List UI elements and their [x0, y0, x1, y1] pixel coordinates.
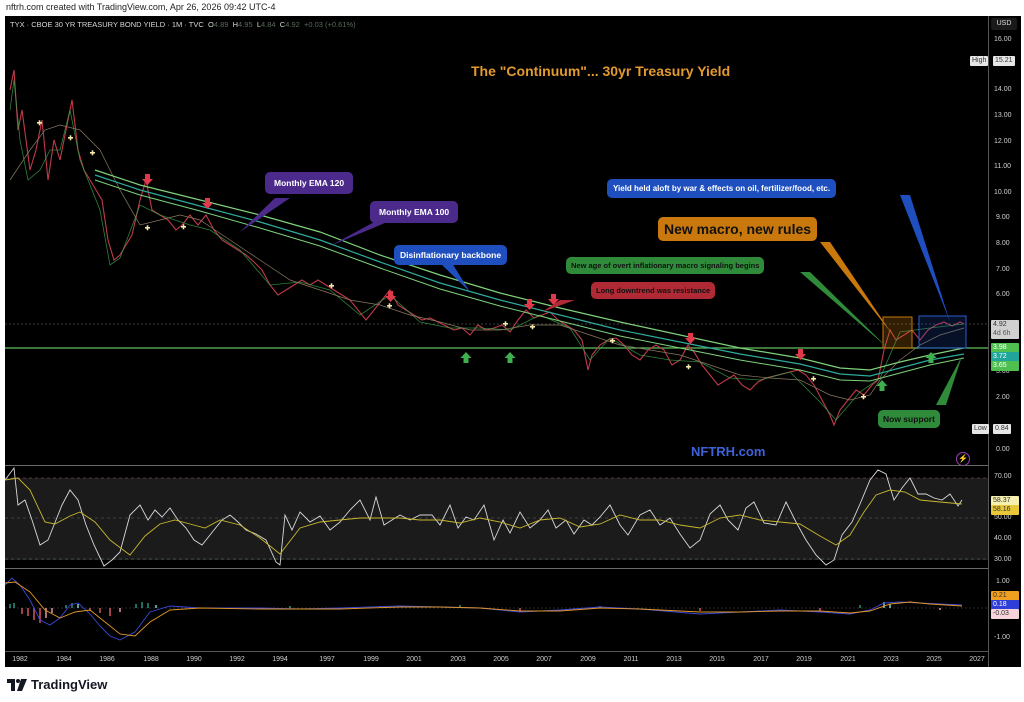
tradingview-logo[interactable]: TradingView: [7, 677, 107, 692]
countdown-tag: 4d 6h: [991, 329, 1019, 339]
callout-disinflationary: Disinflationary backbone: [394, 245, 508, 265]
rsi-ma-tag: 58.16: [991, 505, 1019, 515]
high-marker-label: High: [970, 56, 989, 66]
callout-yield-aloft: Yield held aloft by war & effects on oil…: [607, 179, 837, 198]
low-value: 4.84: [260, 20, 276, 29]
callout-now-support: Now support: [878, 410, 940, 428]
callout-ema120: Monthly EMA 120: [265, 172, 354, 194]
macd-tick-1: 1.00: [996, 578, 1010, 585]
rsi-value-tag: 58.37: [991, 496, 1019, 506]
last-price-tag: 4.92: [991, 320, 1019, 330]
pane-divider-macd[interactable]: [5, 568, 988, 569]
symbol-legend: TYX · CBOE 30 YR TREASURY BOND YIELD · 1…: [10, 20, 356, 29]
ema100-tag: 3.72: [991, 352, 1019, 362]
rsi-tick-30: 30.00: [994, 556, 1012, 563]
histogram-tag: -0.03: [991, 609, 1019, 619]
callout-ema100: Monthly EMA 100: [370, 201, 459, 223]
change-value: +0.03 (+0.61%): [303, 20, 356, 29]
ema120-tag: 3.65: [991, 361, 1019, 371]
rsi-tick-70: 70.00: [994, 473, 1012, 480]
high-value: 4.95: [238, 20, 253, 29]
signal-tag: 0.21: [991, 591, 1019, 601]
price-axis[interactable]: [988, 16, 1021, 667]
open-value: 4.89: [213, 20, 229, 29]
close-value: 4.92: [285, 20, 300, 29]
callout-new-macro: New macro, new rules: [658, 217, 818, 241]
high-marker-value: 15.21: [993, 56, 1015, 66]
macd-tag: 0.18: [991, 600, 1019, 610]
symbol-name: TYX · CBOE 30 YR TREASURY BOND YIELD · 1…: [10, 20, 204, 29]
pane-divider-rsi[interactable]: [5, 465, 988, 466]
rsi-tick-50: 50.00: [994, 514, 1012, 521]
chart-credit: nftrh.com created with TradingView.com, …: [6, 2, 276, 12]
tradingview-logo-icon: [7, 678, 27, 691]
tradingview-brand-name: TradingView: [31, 677, 108, 692]
callout-long-downtrend: Long downtrend was resistance: [591, 282, 716, 299]
low-marker-label: Low: [972, 424, 989, 434]
chart-title: The "Continuum"... 30yr Treasury Yield: [471, 63, 731, 79]
low-marker-value: 0.84: [993, 424, 1011, 434]
callout-new-age: New age of overt inflationary macro sign…: [566, 257, 765, 274]
time-axis[interactable]: 1982 1984 1986 1988 1990 1992 1994 1997 …: [5, 651, 988, 668]
currency-label[interactable]: USD: [991, 18, 1017, 30]
macd-tick-neg1: -1.00: [994, 634, 1010, 641]
lightning-icon[interactable]: ⚡: [956, 452, 970, 466]
watermark: NFTRH.com: [691, 444, 766, 459]
support-tag: 3.98: [991, 343, 1019, 353]
rsi-tick-40: 40.00: [994, 535, 1012, 542]
